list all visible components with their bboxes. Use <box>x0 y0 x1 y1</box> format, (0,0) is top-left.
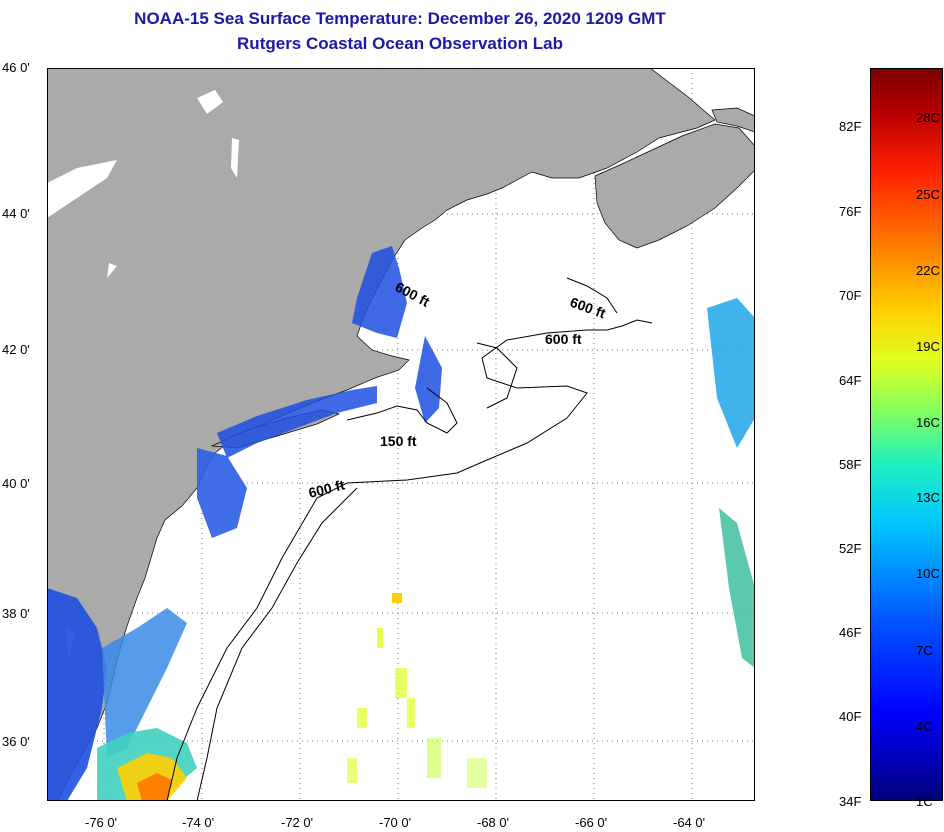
warm-water-region <box>97 728 197 801</box>
map-subtitle: Rutgers Coastal Ocean Observation Lab <box>237 34 563 53</box>
contour-label-600-georges: 600 ft <box>545 331 582 347</box>
temperature-colorbar <box>870 68 943 801</box>
map-frame <box>47 68 755 801</box>
depth-contours <box>166 277 653 801</box>
colorbar-f-58: 58F <box>839 457 862 472</box>
lon-label-66: -66 0' <box>575 815 608 830</box>
lon-label-74: -74 0' <box>182 815 215 830</box>
colorbar-c-10: 10C <box>916 566 940 581</box>
colorbar-f-40: 40F <box>839 709 862 724</box>
lon-label-72: -72 0' <box>281 815 314 830</box>
sst-map[interactable]: 600 ft 600 ft 600 ft 150 ft 600 ft <box>47 68 755 801</box>
lon-label-68: -68 0' <box>477 815 510 830</box>
contour-label-150: 150 ft <box>380 433 417 449</box>
colorbar-c-4: 4C <box>916 719 933 734</box>
lon-label-64: -64 0' <box>673 815 706 830</box>
colorbar-f-76: 76F <box>839 204 862 219</box>
colorbar-c-13: 13C <box>916 490 940 505</box>
colorbar-c-1: 1C <box>916 794 933 809</box>
colorbar-f-82: 82F <box>839 119 862 134</box>
colorbar-f-64: 64F <box>839 373 862 388</box>
lat-label-38: 38 0' <box>2 606 30 621</box>
lat-label-46: 46 0' <box>2 60 30 75</box>
colorbar-c-28: 28C <box>916 110 940 125</box>
nova-scotia <box>594 123 755 249</box>
colorbar-f-46: 46F <box>839 625 862 640</box>
cold-water-region <box>47 246 755 801</box>
lat-label-36: 36 0' <box>2 734 30 749</box>
lat-label-40: 40 0' <box>2 476 30 491</box>
colorbar-f-70: 70F <box>839 288 862 303</box>
lat-label-42: 42 0' <box>2 342 30 357</box>
colorbar-c-25: 25C <box>916 187 940 202</box>
lon-label-70: -70 0' <box>379 815 412 830</box>
colorbar-c-16: 16C <box>916 415 940 430</box>
colorbar-c-7: 7C <box>916 643 933 658</box>
colorbar-f-34: 34F <box>839 794 862 809</box>
map-title: NOAA-15 Sea Surface Temperature: Decembe… <box>134 9 666 28</box>
colorbar-f-52: 52F <box>839 541 862 556</box>
lon-label-76: -76 0' <box>85 815 118 830</box>
cape-breton <box>711 107 755 133</box>
colorbar-c-19: 19C <box>916 339 940 354</box>
colorbar-c-22: 22C <box>916 263 940 278</box>
lat-label-44: 44 0' <box>2 206 30 221</box>
offshore-sst-specks <box>347 593 487 788</box>
